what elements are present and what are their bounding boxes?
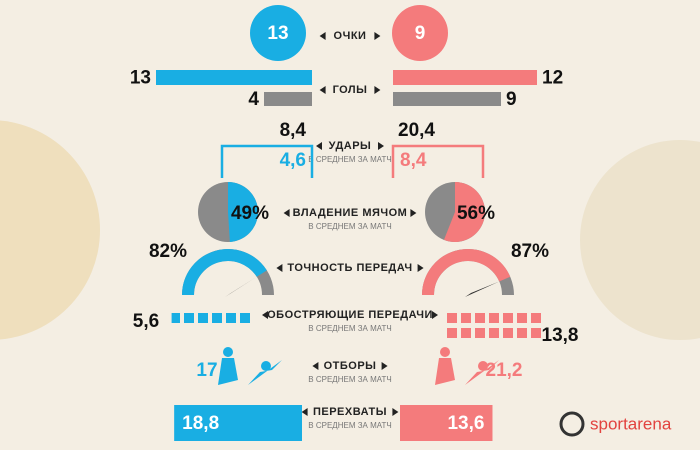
key-passes-value: 5,6 <box>133 311 159 332</box>
arrow <box>410 209 417 217</box>
metric-sublabel: В СРЕДНЕМ ЗА МАТЧ <box>308 324 391 333</box>
points-circle <box>250 5 306 61</box>
shots-on-target: 8,4 <box>400 150 427 171</box>
pie-slice <box>443 182 485 242</box>
metric-sublabel: В СРЕДНЕМ ЗА МАТЧ <box>308 222 391 231</box>
arrow <box>374 32 381 40</box>
possession-value: 56% <box>457 203 495 224</box>
arrow <box>319 32 326 40</box>
background-crests <box>0 120 700 340</box>
arrow <box>432 311 438 319</box>
shots-bracket <box>391 144 485 178</box>
metric-label: ПЕРЕХВАТЫ <box>313 406 387 418</box>
interceptions-value: 18,8 <box>182 413 219 434</box>
arrow <box>283 209 290 217</box>
metric-sublabel: В СРЕДНЕМ ЗА МАТЧ <box>308 375 391 384</box>
gauge-fill <box>182 249 267 296</box>
metric-label: ТОЧНОСТЬ ПЕРЕДАЧ <box>287 262 412 274</box>
interceptions-bar <box>400 405 493 441</box>
interceptions-value: 13,6 <box>447 413 484 434</box>
shots-bracket <box>220 144 314 178</box>
arrow <box>316 142 322 150</box>
pie-slice <box>228 182 258 242</box>
arrow <box>374 86 381 94</box>
arrow <box>378 142 384 150</box>
goals-value: 12 <box>542 68 563 89</box>
shots-total: 20,4 <box>398 120 435 141</box>
points-circle <box>392 5 448 61</box>
tackles-value: 17 <box>196 360 217 381</box>
interceptions-bar <box>174 405 302 441</box>
player-icon <box>248 360 282 385</box>
arrow <box>301 408 308 416</box>
tackles-value: 21,2 <box>486 360 523 381</box>
goals-value: 4 <box>248 89 259 110</box>
pass-accuracy-value: 82% <box>149 241 187 262</box>
key-passes-value: 13,8 <box>542 325 579 346</box>
goals-bar <box>393 92 501 106</box>
arrow <box>381 362 388 370</box>
gauge-needle <box>225 276 257 297</box>
metric-label: УДАРЫ <box>329 140 372 152</box>
shots-on-target: 4,6 <box>280 150 306 171</box>
goals-value: 9 <box>506 89 517 110</box>
pass-accuracy-value: 87% <box>511 241 549 262</box>
points-value: 13 <box>267 23 288 44</box>
metric-label: ВЛАДЕНИЕ МЯЧОМ <box>293 207 408 219</box>
possession-value: 49% <box>231 203 269 224</box>
arrow <box>276 264 283 272</box>
key-passes-squares <box>447 313 545 338</box>
goals-value: 13 <box>130 68 151 89</box>
player-icon <box>218 358 238 385</box>
brand-logo <box>559 411 585 437</box>
brand-name: sportarena <box>590 414 672 433</box>
arrow <box>319 86 326 94</box>
metric-label: ОЧКИ <box>334 30 367 42</box>
points-value: 9 <box>415 23 426 44</box>
metric-label: ОТБОРЫ <box>324 360 377 372</box>
arrow <box>392 408 399 416</box>
arrow <box>262 311 268 319</box>
player-icon <box>478 361 488 371</box>
gauge-fill <box>422 249 511 296</box>
metric-sublabel: В СРЕДНЕМ ЗА МАТЧ <box>308 155 391 164</box>
player-icon <box>440 347 450 357</box>
player-icon <box>435 358 455 385</box>
arrow <box>312 362 319 370</box>
metric-sublabel: В СРЕДНЕМ ЗА МАТЧ <box>308 421 391 430</box>
goals-bar <box>156 70 312 85</box>
arrow <box>417 264 424 272</box>
player-icon <box>223 347 233 357</box>
goals-bar <box>264 92 312 106</box>
metric-label: ГОЛЫ <box>333 84 368 96</box>
shots-total: 8,4 <box>280 120 307 141</box>
gauge-needle <box>465 281 500 297</box>
player-icon <box>261 361 271 371</box>
player-icon <box>465 360 499 385</box>
metric-label: ОБОСТРЯЮЩИЕ ПЕРЕДАЧИ <box>267 309 433 321</box>
goals-bar <box>393 70 537 85</box>
